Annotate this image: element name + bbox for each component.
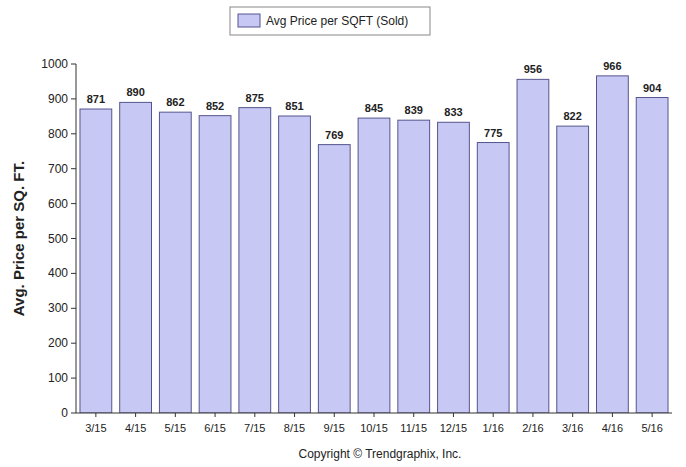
y-tick <box>71 64 76 65</box>
legend: Avg Price per SQFT (Sold) <box>230 7 430 35</box>
x-tick <box>612 413 613 417</box>
y-tick-label: 100 <box>48 371 68 385</box>
x-tick-label: 2/16 <box>522 422 543 434</box>
y-tick-label: 900 <box>48 92 68 106</box>
bar <box>318 145 350 413</box>
x-tick-label: 5/16 <box>641 422 662 434</box>
bars <box>80 76 668 413</box>
y-tick-label: 400 <box>48 266 68 280</box>
x-tick-label: 5/15 <box>165 422 186 434</box>
y-tick <box>71 308 76 309</box>
x-tick-label: 8/15 <box>284 422 305 434</box>
x-tick-label: 4/16 <box>602 422 623 434</box>
x-tick <box>453 413 454 417</box>
annotation: Copyright © Trendgraphix, Inc. <box>299 447 462 461</box>
y-tick-label: 700 <box>48 162 68 176</box>
data-label: 875 <box>246 92 264 104</box>
x-tick <box>493 413 494 417</box>
data-label: 871 <box>87 93 105 105</box>
y-axis-label: Avg. Price per SQ. FT. <box>10 161 27 316</box>
bar <box>80 109 112 413</box>
x-tick-label: 7/15 <box>244 422 265 434</box>
bar <box>159 112 191 413</box>
y-tick-label: 1000 <box>41 57 68 71</box>
bar <box>398 120 430 413</box>
data-label: 851 <box>285 100 303 112</box>
y-tick <box>71 98 76 99</box>
y-tick <box>71 133 76 134</box>
bar <box>279 116 311 413</box>
x-tick <box>374 413 375 417</box>
x-tick <box>652 413 653 417</box>
x-tick <box>572 413 573 417</box>
x-tick <box>215 413 216 417</box>
x-tick-label: 3/15 <box>85 422 106 434</box>
data-label: 852 <box>206 100 224 112</box>
x-tick-label: 4/15 <box>125 422 146 434</box>
data-label: 966 <box>603 60 621 72</box>
x-tick <box>532 413 533 417</box>
bar <box>477 143 509 413</box>
y-tick-label: 600 <box>48 197 68 211</box>
data-label: 839 <box>405 104 423 116</box>
bar <box>636 98 668 413</box>
legend-swatch <box>238 14 260 27</box>
y-tick-label: 200 <box>48 336 68 350</box>
x-tick <box>95 413 96 417</box>
x-tick <box>135 413 136 417</box>
data-label: 833 <box>444 106 462 118</box>
x-tick-label: 6/15 <box>204 422 225 434</box>
data-label: 904 <box>643 82 662 94</box>
data-label: 822 <box>563 110 581 122</box>
legend-label: Avg Price per SQFT (Sold) <box>266 14 408 28</box>
y-tick <box>71 413 76 414</box>
y-tick-label: 0 <box>61 406 68 420</box>
y-tick-label: 500 <box>48 232 68 246</box>
bar <box>438 122 470 413</box>
bar <box>239 108 271 413</box>
x-tick-label: 11/15 <box>400 422 427 434</box>
x-tick-label: 10/15 <box>360 422 388 434</box>
x-tick-label: 9/15 <box>324 422 345 434</box>
x-tick <box>413 413 414 417</box>
x-tick <box>254 413 255 417</box>
data-label: 862 <box>166 96 184 108</box>
bar <box>517 79 549 413</box>
data-label: 890 <box>126 86 144 98</box>
chart: 0 100 200 300 400 500 600 700 800 900 1000 3/15 4/15… <box>0 0 686 467</box>
y-tick-label: 800 <box>48 127 68 141</box>
data-label: 769 <box>325 129 343 141</box>
bar <box>199 116 231 413</box>
data-label: 845 <box>365 102 383 114</box>
y-tick <box>71 238 76 239</box>
y-tick <box>71 273 76 274</box>
x-tick-label: 3/16 <box>562 422 583 434</box>
x-tick <box>334 413 335 417</box>
y-tick <box>71 203 76 204</box>
data-label: 775 <box>484 127 502 139</box>
y-tick <box>71 343 76 344</box>
y-tick <box>71 378 76 379</box>
y-tick-label: 300 <box>48 301 68 315</box>
data-label: 956 <box>524 63 542 75</box>
y-tick <box>71 168 76 169</box>
x-tick <box>175 413 176 417</box>
bar <box>557 126 589 413</box>
legend-box <box>230 7 430 35</box>
bar <box>120 102 152 413</box>
x-tick <box>294 413 295 417</box>
x-tick-label: 1/16 <box>482 422 503 434</box>
x-tick-label: 12/15 <box>440 422 468 434</box>
bar <box>358 118 390 413</box>
bar <box>597 76 629 413</box>
